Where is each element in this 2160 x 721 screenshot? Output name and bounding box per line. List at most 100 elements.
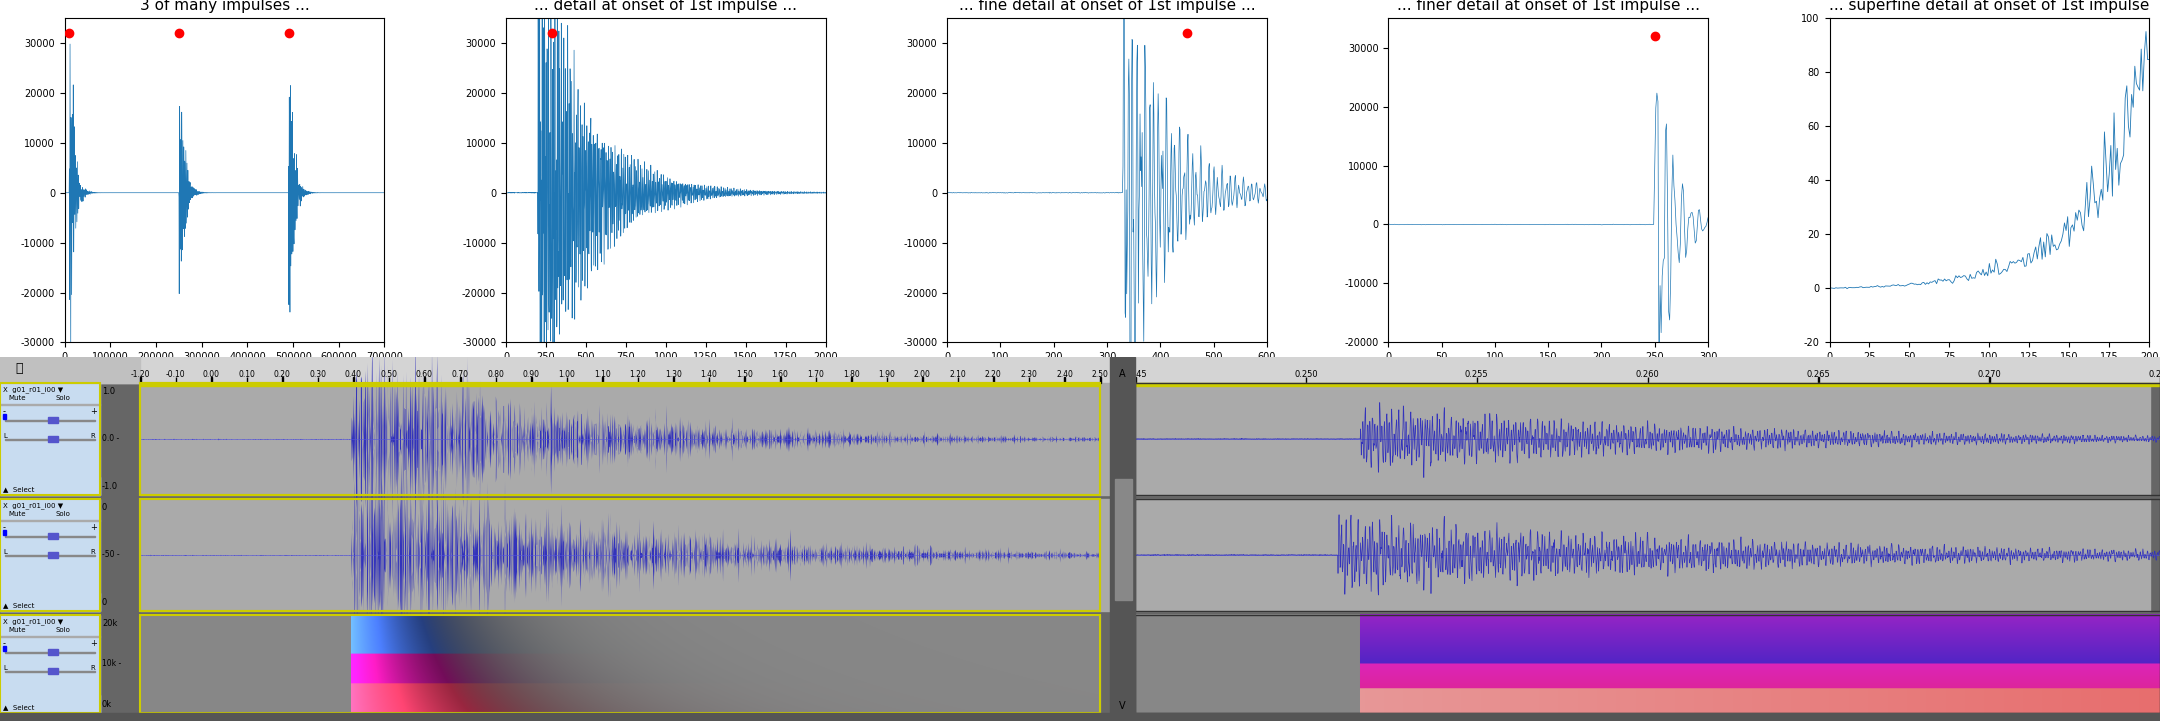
Text: 0.30: 0.30 [309,370,326,379]
Text: X  g01_r01_i00 ▼: X g01_r01_i00 ▼ [2,386,63,393]
Text: X  g01_r01_i00 ▼: X g01_r01_i00 ▼ [2,502,63,509]
Text: 10k -: 10k - [102,660,121,668]
Text: R: R [91,549,95,555]
Bar [0,695,99,713]
Bar [140,615,1099,713]
Bar [1134,383,2160,386]
Text: 2.20: 2.20 [985,370,1002,379]
Bar [48,417,58,423]
Text: 📌: 📌 [15,363,22,376]
Text: 1.00: 1.00 [557,370,575,379]
Text: 1.60: 1.60 [771,370,788,379]
Text: 0.255: 0.255 [1464,370,1488,379]
Bar [4,536,95,537]
Bar [140,383,1099,386]
Text: 0.80: 0.80 [488,370,503,379]
Text: V: V [1119,701,1125,711]
Text: R: R [91,665,95,671]
Bar [0,383,99,495]
Bar [4,652,95,653]
Text: 1.40: 1.40 [700,370,717,379]
Bar [2,414,6,419]
Text: 2.40: 2.40 [1056,370,1074,379]
Text: -0.10: -0.10 [166,370,186,379]
Bar [0,404,99,405]
Text: Mute: Mute [9,627,26,633]
Bar [2,530,6,535]
Bar [1134,615,2160,713]
Text: 0.260: 0.260 [1635,370,1659,379]
Bar [48,649,58,655]
Text: -1.20: -1.20 [130,370,149,379]
Bar [48,668,58,674]
Title: 3 of many impulses ...: 3 of many impulses ... [140,0,309,13]
Text: 0.270: 0.270 [1976,370,2000,379]
Text: 0: 0 [102,503,108,512]
Text: 2.10: 2.10 [950,370,966,379]
Bar [0,615,99,713]
Text: R: R [91,433,95,439]
Text: Solo: Solo [54,627,69,633]
Bar [1134,383,2160,495]
Bar [140,499,2149,611]
Text: 2.30: 2.30 [1020,370,1037,379]
Bar [0,499,99,611]
Text: 0.250: 0.250 [1294,370,1318,379]
Text: 1.90: 1.90 [879,370,894,379]
Text: -50 -: -50 - [102,550,119,559]
Text: 1.80: 1.80 [842,370,860,379]
Text: 0.245: 0.245 [1123,370,1147,379]
Text: -: - [2,639,6,648]
Bar [140,383,2149,495]
Text: 2.00: 2.00 [914,370,931,379]
Text: 1.20: 1.20 [629,370,646,379]
Bar [48,533,58,539]
Text: 0.20: 0.20 [274,370,292,379]
Text: L: L [2,549,6,555]
Text: 0.0 -: 0.0 - [102,435,119,443]
Bar [1134,499,2160,611]
Text: Solo: Solo [54,395,69,401]
Text: 1.0: 1.0 [102,387,114,396]
Text: Solo: Solo [54,511,69,517]
Text: 0: 0 [102,598,108,607]
Text: ▲  Select: ▲ Select [2,486,35,492]
Bar [4,555,95,556]
Bar [4,439,95,440]
Text: -: - [2,523,6,532]
Text: 1.30: 1.30 [665,370,683,379]
Text: 20k: 20k [102,619,117,628]
Text: ▲  Select: ▲ Select [2,704,35,710]
Text: 0.60: 0.60 [417,370,432,379]
Bar [0,355,2160,383]
Text: 0.40: 0.40 [346,370,363,379]
Text: 0.50: 0.50 [380,370,397,379]
Bar [0,383,99,495]
Text: ▲  Select: ▲ Select [2,602,35,608]
Bar [48,436,58,442]
Bar [0,636,99,637]
Bar [1115,479,1132,600]
Text: A: A [1119,369,1125,379]
Text: 0k: 0k [102,700,112,709]
Bar [140,499,1099,611]
Bar [48,552,58,558]
Text: X  g01_r01_i00 ▼: X g01_r01_i00 ▼ [2,618,63,624]
Text: L: L [2,433,6,439]
Bar [140,615,1099,713]
Text: +: + [91,639,97,648]
Title: ... fine detail at onset of 1st impulse ...: ... fine detail at onset of 1st impulse … [959,0,1255,13]
Text: 0.10: 0.10 [238,370,255,379]
Text: 0.275: 0.275 [2149,370,2160,379]
Bar [140,383,1099,495]
Bar [0,355,140,383]
Text: 0.70: 0.70 [451,370,469,379]
Text: 1.50: 1.50 [737,370,754,379]
Text: 0.00: 0.00 [203,370,220,379]
Bar [0,499,99,611]
Bar [4,420,95,421]
Text: 1.10: 1.10 [594,370,611,379]
Text: -1.0: -1.0 [102,482,119,491]
Title: ... detail at onset of 1st impulse ...: ... detail at onset of 1st impulse ... [534,0,797,13]
Text: +: + [91,523,97,532]
